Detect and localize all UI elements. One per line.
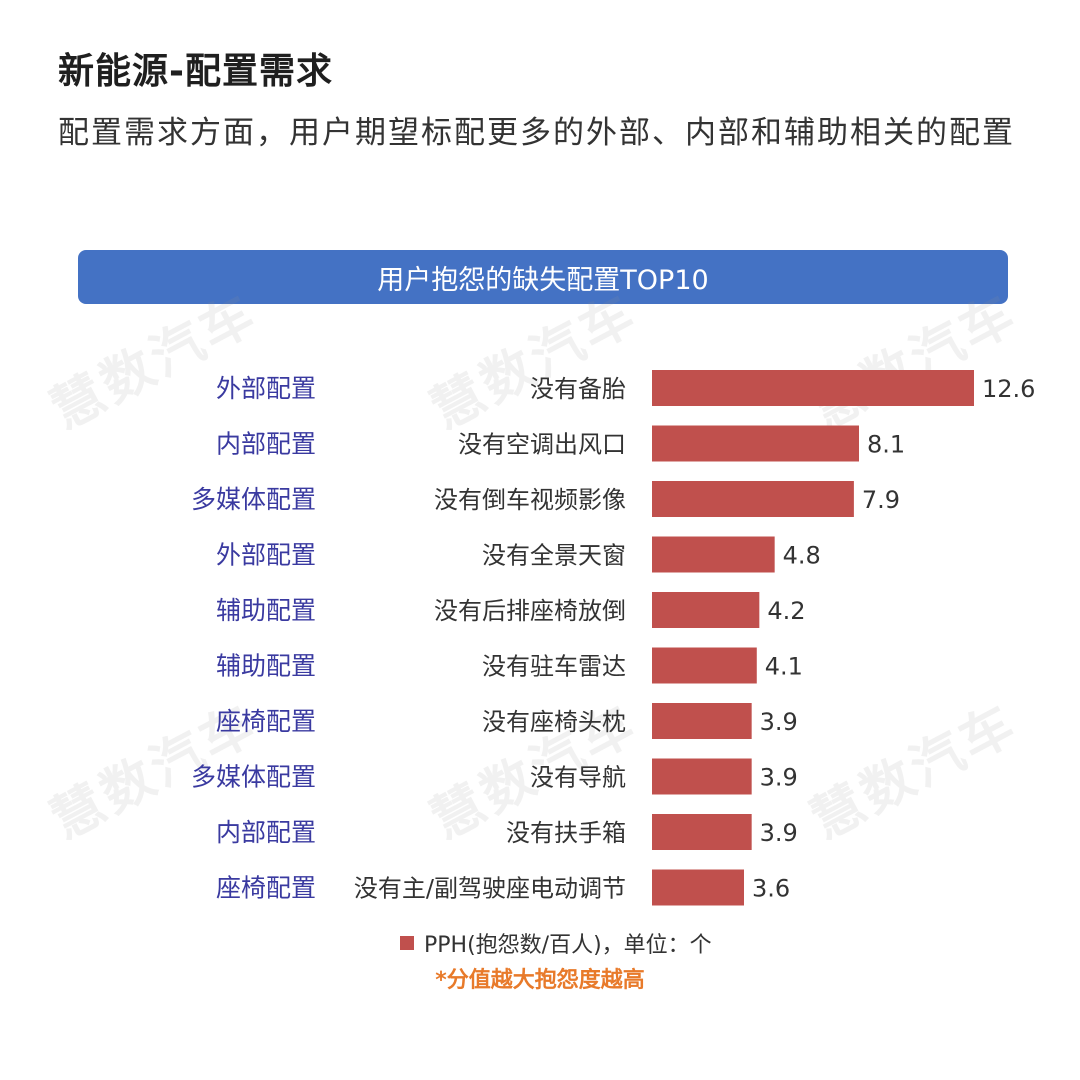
bar [652,370,974,406]
data-label: 12.6 [982,375,1035,403]
data-label: 4.1 [765,653,803,681]
category-label: 没有倒车视频影像 [434,486,626,514]
group-label: 座椅配置 [216,874,316,903]
data-label: 3.6 [752,875,790,903]
group-label: 内部配置 [216,430,316,459]
data-label: 8.1 [867,431,905,459]
group-label: 外部配置 [216,541,316,570]
bar [652,425,859,462]
category-label: 没有导航 [530,764,626,792]
legend-label: PPH(抱怨数/百人)，单位：个 [424,933,712,958]
group-label: 辅助配置 [216,652,316,681]
data-label: 3.9 [760,764,798,792]
group-label: 多媒体配置 [191,763,316,792]
category-label: 没有主/副驾驶座电动调节 [354,875,626,903]
category-label: 没有后排座椅放倒 [434,597,626,625]
bar [652,536,775,573]
chart-note: *分值越大抱怨度越高 [435,968,645,993]
bar [652,814,752,850]
group-label: 外部配置 [216,374,316,403]
data-label: 7.9 [862,486,900,514]
group-label: 辅助配置 [216,596,316,625]
category-label: 没有座椅头枕 [482,708,626,736]
category-label: 没有驻车雷达 [482,653,626,681]
category-label: 没有空调出风口 [458,431,626,459]
data-label: 4.2 [767,597,805,625]
page-title: 新能源-配置需求 [58,51,333,92]
group-label: 多媒体配置 [191,485,316,514]
data-label: 3.9 [760,819,798,847]
group-label: 座椅配置 [216,707,316,736]
chart-title-banner: 用户抱怨的缺失配置TOP10 [78,250,1008,304]
page-subtitle: 配置需求方面，用户期望标配更多的外部、内部和辅助相关的配置 [58,115,1015,151]
category-label: 没有全景天窗 [482,542,626,570]
chart-title-text: 用户抱怨的缺失配置TOP10 [377,264,709,296]
bar [652,869,744,906]
group-label: 内部配置 [216,818,316,847]
data-label: 4.8 [783,542,821,570]
bar [652,703,752,739]
data-label: 3.9 [760,708,798,736]
bar [652,647,757,684]
category-label: 没有备胎 [530,375,626,403]
bar [652,481,854,517]
chart-legend: PPH(抱怨数/百人)，单位：个 [400,927,712,959]
category-label: 没有扶手箱 [506,819,626,847]
bar [652,592,760,628]
bar [652,758,752,795]
legend-swatch [400,936,414,950]
bar-chart: 外部配置 没有备胎 12.6 内部配置 没有空调出风口 8.1 多媒体配置 没有倒车视频影像 7… [191,370,1035,906]
